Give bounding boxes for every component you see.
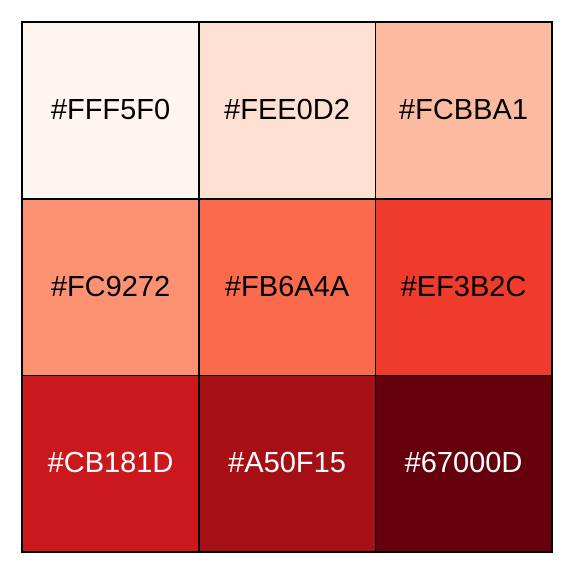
swatch-hex-label: #FCBBA1 (399, 94, 528, 126)
swatch-hex-label: #FFF5F0 (50, 94, 171, 126)
color-swatch: #CB181D (23, 376, 198, 551)
swatch-hex-label: #A50F15 (228, 447, 346, 479)
color-swatch: #EF3B2C (376, 199, 551, 375)
swatch-hex-label: #FEE0D2 (224, 94, 350, 126)
color-swatch: #A50F15 (199, 376, 375, 551)
swatch-hex-label: #FB6A4A (224, 270, 350, 303)
color-swatch: #67000D (376, 376, 551, 551)
color-swatch: #FC9272 (23, 199, 198, 375)
color-palette-grid: #FFF5F0 #FEE0D2 #FCBBA1 #FC9272 #FB6A4A … (21, 21, 553, 553)
color-swatch: #FFF5F0 (23, 23, 198, 198)
swatch-hex-label: #EF3B2C (400, 270, 527, 303)
swatch-hex-label: #FC9272 (50, 270, 171, 303)
color-swatch: #FB6A4A (199, 199, 375, 375)
swatch-hex-label: #67000D (404, 447, 523, 479)
color-swatch: #FEE0D2 (199, 23, 375, 198)
swatch-hex-label: #CB181D (47, 447, 174, 479)
color-swatch: #FCBBA1 (376, 23, 551, 198)
